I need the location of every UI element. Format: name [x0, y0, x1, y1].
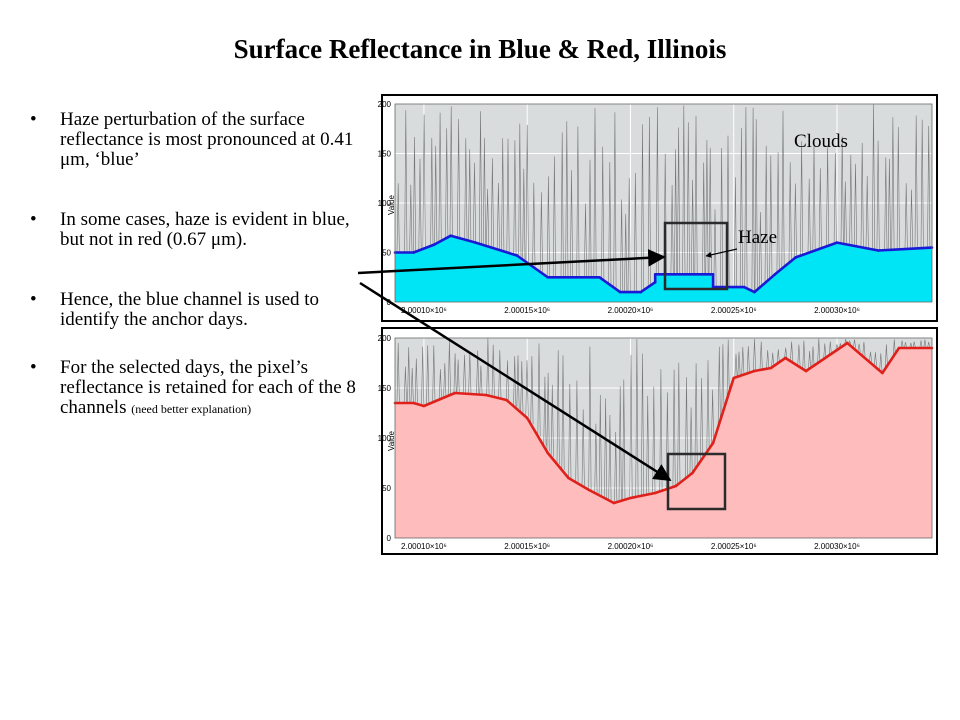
- red-data-point: [753, 369, 756, 373]
- blue-y-tick-label: 100: [378, 199, 392, 208]
- clouds-label: Clouds: [794, 131, 848, 152]
- bullet-note: (need better explanation): [131, 402, 252, 416]
- bullet-item: Hence, the blue channel is used to ident…: [28, 290, 378, 330]
- haze-label: Haze: [738, 227, 777, 248]
- red-data-point: [567, 476, 570, 480]
- blue-data-point: [449, 234, 453, 237]
- blue-data-point: [515, 254, 519, 257]
- red-area-fill: [395, 343, 932, 538]
- blue-data-point: [577, 275, 581, 279]
- bullet-list: Haze perturbation of the surface reflect…: [28, 110, 378, 458]
- blue-data-point: [639, 290, 643, 294]
- red-data-point: [612, 501, 616, 505]
- blue-x-tick-label: 2.00010×10⁶: [401, 306, 447, 315]
- red-data-point: [769, 366, 773, 370]
- blue-data-point: [794, 256, 797, 259]
- arrow-to-red-haze: [359, 281, 672, 482]
- blue-y-tick-label: 200: [378, 100, 392, 109]
- blue-y-axis-label: Value: [387, 195, 396, 215]
- red-x-tick-label: 2.00020×10⁶: [608, 542, 654, 551]
- bullet-text: Haze perturbation of the surface reflect…: [60, 109, 354, 170]
- red-y-tick-label: 50: [382, 484, 391, 493]
- red-data-point: [846, 341, 849, 345]
- red-data-point: [897, 346, 901, 350]
- red-y-axis-label: Value: [387, 431, 396, 451]
- red-data-point: [711, 441, 715, 445]
- red-data-point: [804, 369, 808, 373]
- slide-title: Surface Reflectance in Blue & Red, Illin…: [233, 34, 727, 64]
- red-data-point: [422, 404, 426, 408]
- blue-x-tick-label: 2.00030×10⁶: [814, 306, 860, 315]
- blue-data-point: [835, 241, 839, 244]
- red-data-point: [505, 398, 508, 402]
- blue-data-point: [653, 280, 657, 284]
- red-chart-panel: 0 50 100 150 200 2.00010×10⁶ 2.00015×10⁶ 2.0002…: [378, 327, 938, 555]
- red-data-point: [546, 451, 550, 455]
- red-y-tick-label: 0: [387, 534, 392, 543]
- haze-box-red: [666, 452, 727, 511]
- red-data-point: [525, 416, 529, 420]
- red-data-point: [629, 496, 632, 500]
- red-x-tick-label: 2.00025×10⁶: [711, 542, 757, 551]
- red-data-point: [453, 391, 457, 395]
- blue-y-tick-label: 50: [382, 249, 391, 258]
- bullet-text: In some cases, haze is evident in blue, …: [60, 209, 350, 250]
- haze-pointer: [705, 248, 738, 258]
- blue-chart-plot: 0501001502002.00010×10⁶2.00015×10⁶2.0002…: [378, 100, 934, 315]
- red-data-point: [674, 484, 678, 488]
- blue-data-point: [618, 290, 622, 294]
- red-y-tick-label: 200: [378, 334, 392, 343]
- red-data-point: [587, 488, 591, 492]
- red-chart-plot: 0 50 100 150 200 2.00010×10⁶ 2.00015×10⁶ 2.0002…: [378, 334, 934, 551]
- red-data-point: [691, 471, 694, 475]
- bullet-text: Hence, the blue channel is used to ident…: [60, 289, 320, 330]
- red-data-point: [881, 371, 884, 375]
- bullet-item: In some cases, haze is evident in blue, …: [28, 210, 378, 250]
- blue-data-point: [474, 241, 477, 244]
- red-y-tick-label: 150: [378, 384, 392, 393]
- red-x-tick-label: 2.00030×10⁶: [814, 542, 860, 551]
- blue-data-point: [598, 275, 601, 279]
- blue-data-point: [742, 285, 746, 289]
- blue-data-point: [753, 290, 756, 294]
- red-y-tick-label: 100: [378, 434, 392, 443]
- blue-x-tick-label: 2.00025×10⁶: [711, 306, 757, 315]
- blue-data-point: [674, 272, 678, 276]
- blue-x-tick-label: 2.00020×10⁶: [608, 306, 654, 315]
- red-x-tick-label: 2.00010×10⁶: [401, 542, 447, 551]
- blue-y-tick-label: 150: [378, 150, 392, 159]
- blue-area-fill: [395, 235, 932, 302]
- red-data-point: [484, 393, 488, 397]
- blue-data-point: [432, 243, 436, 246]
- blue-data-point: [653, 272, 657, 276]
- red-data-point: [732, 376, 736, 380]
- bullet-text: For the selected days, the pixel’s refle…: [60, 357, 356, 418]
- red-plot-border: [394, 337, 933, 539]
- bullet-item: For the selected days, the pixel’s refle…: [28, 358, 378, 418]
- blue-x-tick-label: 2.00015×10⁶: [504, 306, 550, 315]
- red-data-point: [784, 356, 787, 360]
- blue-plot-border: [394, 103, 933, 303]
- bullet-item: Haze perturbation of the surface reflect…: [28, 110, 378, 170]
- arrow-to-blue-haze: [357, 249, 666, 275]
- blue-data-point: [877, 249, 880, 252]
- blue-data-point: [773, 272, 777, 276]
- blue-chart-panel: 0501001502002.00010×10⁶2.00015×10⁶2.0002…: [378, 94, 938, 322]
- blue-data-point: [412, 251, 415, 254]
- red-data-point: [412, 401, 415, 405]
- red-x-tick-label: 2.00015×10⁶: [504, 542, 550, 551]
- blue-data-point: [711, 272, 715, 276]
- red-data-point: [653, 491, 657, 495]
- blue-data-point: [546, 275, 550, 279]
